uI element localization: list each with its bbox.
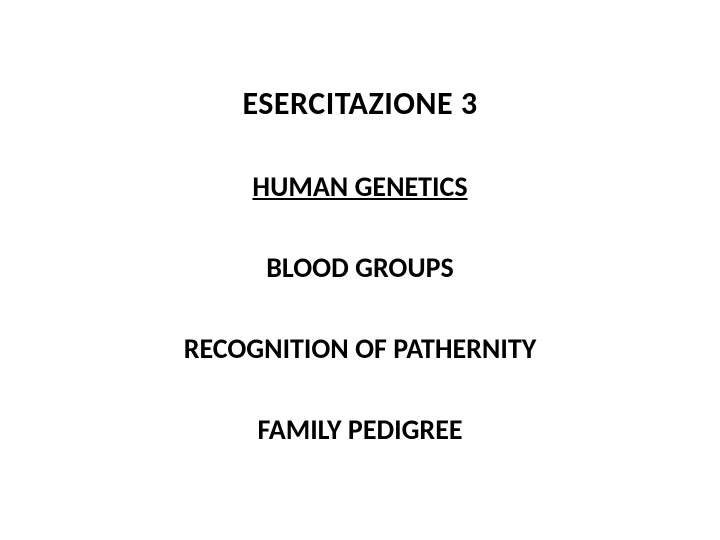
topic-paternity: RECOGNITION OF PATHERNITY [184,331,537,366]
slide-subtitle: HUMAN GENETICS [252,169,467,204]
slide-container: ESERCITAZIONE 3 HUMAN GENETICS BLOOD GRO… [0,0,720,540]
topic-pedigree: FAMILY PEDIGREE [257,412,462,447]
slide-title: ESERCITAZIONE 3 [242,84,477,123]
topic-blood-groups: BLOOD GROUPS [266,250,454,285]
